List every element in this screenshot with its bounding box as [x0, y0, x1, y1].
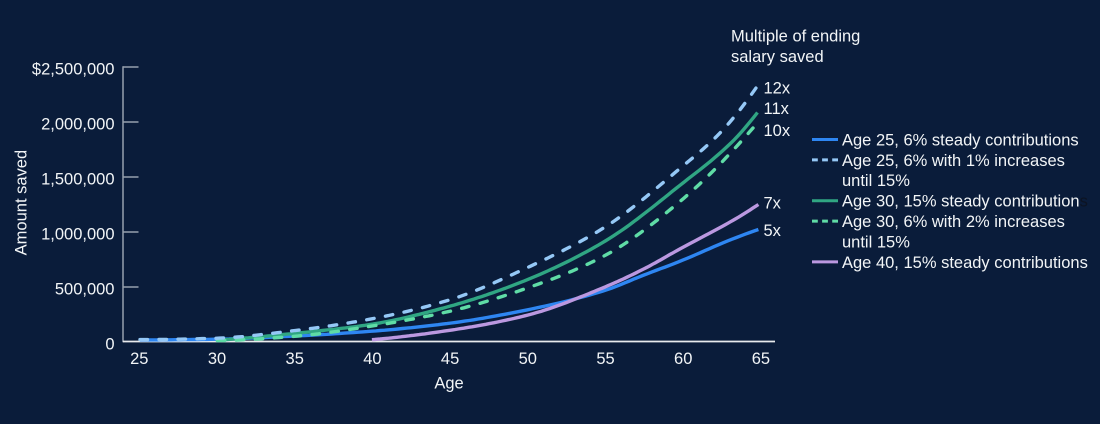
svg-text:1,000,000: 1,000,000	[41, 225, 114, 243]
svg-text:$2,500,000: $2,500,000	[32, 60, 115, 78]
svg-text:Age: Age	[434, 375, 463, 393]
svg-text:12x: 12x	[764, 80, 791, 98]
svg-text:30: 30	[208, 350, 226, 368]
svg-text:until 15%: until 15%	[842, 233, 910, 251]
svg-text:10x: 10x	[764, 122, 791, 140]
svg-text:0: 0	[105, 335, 114, 353]
svg-text:25: 25	[130, 350, 148, 368]
svg-text:55: 55	[596, 350, 614, 368]
svg-text:11x: 11x	[764, 100, 790, 118]
svg-text:50: 50	[519, 350, 537, 368]
svg-text:65: 65	[752, 350, 770, 368]
svg-text:7x: 7x	[764, 194, 782, 212]
svg-text:Age 30, 6% with 2% increases: Age 30, 6% with 2% increases	[842, 213, 1065, 231]
svg-text:40: 40	[363, 350, 381, 368]
svg-text:Age 40, 15% steady contributio: Age 40, 15% steady contributions	[842, 254, 1088, 272]
svg-text:5x: 5x	[764, 222, 782, 240]
svg-text:500,000: 500,000	[55, 280, 115, 298]
svg-text:Amount saved: Amount saved	[13, 150, 31, 255]
svg-text:Age 25, 6% steady contribution: Age 25, 6% steady contributions	[842, 131, 1079, 149]
svg-text:45: 45	[441, 350, 459, 368]
svg-text:35: 35	[286, 350, 304, 368]
svg-text:1,500,000: 1,500,000	[41, 170, 114, 188]
svg-text:2,000,000: 2,000,000	[41, 115, 114, 133]
svg-text:Age 30, 15% steady contributio: Age 30, 15% steady contributions	[842, 193, 1088, 211]
svg-text:Age 25, 6% with 1% increases: Age 25, 6% with 1% increases	[842, 152, 1065, 170]
svg-text:salary saved: salary saved	[731, 48, 824, 66]
svg-text:Multiple of ending: Multiple of ending	[731, 28, 860, 46]
svg-text:until 15%: until 15%	[842, 172, 910, 190]
svg-text:60: 60	[674, 350, 692, 368]
